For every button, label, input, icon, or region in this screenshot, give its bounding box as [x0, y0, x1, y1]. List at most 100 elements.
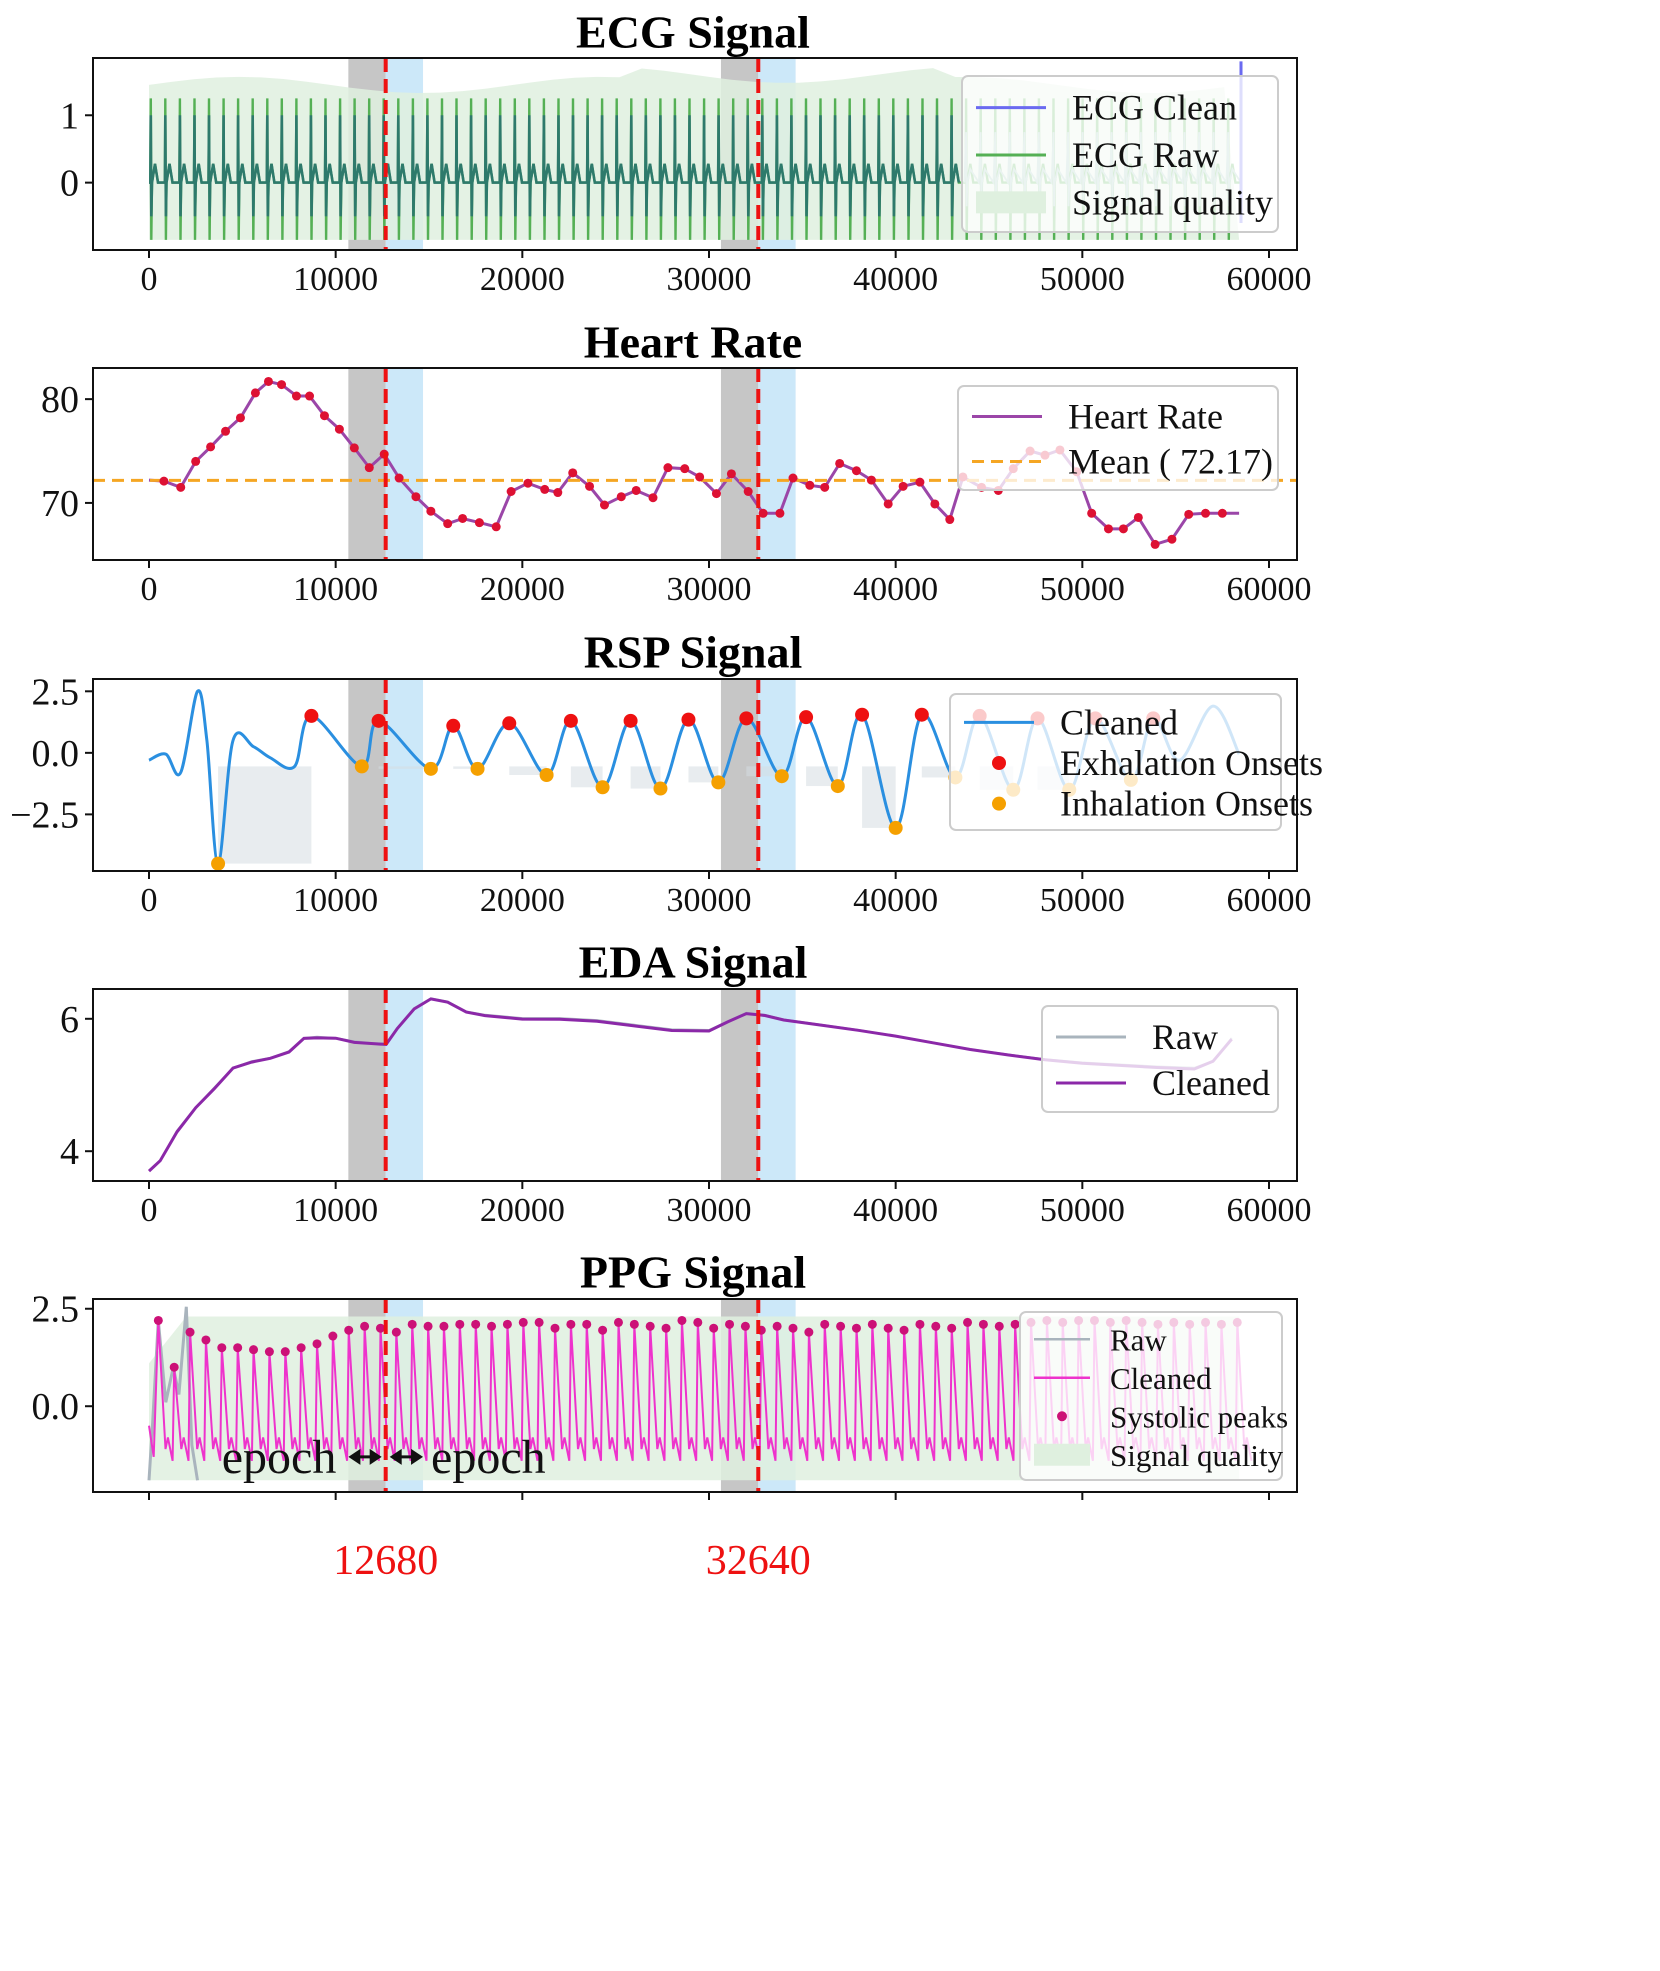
hr-point: [364, 463, 374, 473]
epoch-arrow-head: [389, 1448, 402, 1465]
systolic-peak: [851, 1323, 861, 1333]
systolic-peak: [439, 1321, 449, 1331]
legend-label: ECG Raw: [1072, 135, 1219, 175]
hr-point: [191, 456, 201, 466]
event-label-1: 32640: [706, 1538, 811, 1584]
hr-point: [585, 481, 595, 491]
x-tick-label: 40000: [853, 571, 938, 608]
x-tick-label: 30000: [667, 1192, 752, 1229]
y-tick-label: 70: [41, 483, 79, 525]
legend-label: Raw: [1110, 1322, 1167, 1357]
exhalation-onset: [855, 707, 870, 722]
inhalation-onset: [830, 779, 845, 794]
legend-label: ECG Clean: [1072, 88, 1237, 128]
inhalation-onset: [354, 759, 369, 774]
panel-3: EDA Signal 0 10000 20000 30000 40000 50000 6000…: [60, 937, 1312, 1229]
hr-point: [206, 442, 216, 452]
inhalation-onset: [470, 761, 485, 776]
y-tick-label: 0.0: [32, 733, 80, 775]
y-tick-label: 4: [60, 1131, 79, 1173]
rsp-phase-fill: [218, 766, 312, 864]
legend: Heart Rate Mean ( 72.17): [957, 385, 1279, 491]
legend-label: Cleaned: [1152, 1063, 1270, 1103]
systolic-peak: [550, 1323, 560, 1333]
post-event-window: [385, 989, 424, 1181]
systolic-peak: [978, 1319, 988, 1329]
systolic-peak: [725, 1319, 735, 1329]
eda-cleaned-line: [147, 997, 1233, 1173]
systolic-peak: [233, 1343, 243, 1353]
hr-point: [945, 515, 955, 525]
systolic-peak: [391, 1327, 401, 1337]
systolic-peak: [312, 1339, 322, 1349]
y-tick-label: 80: [41, 379, 79, 421]
axes-frame: [92, 57, 1298, 251]
x-tick-label: 0: [141, 882, 158, 919]
systolic-peak: [1010, 1319, 1020, 1329]
rsp-phase-fill: [509, 766, 547, 775]
hr-point: [176, 482, 186, 492]
systolic-peak: [661, 1323, 671, 1333]
hr-point: [319, 411, 329, 421]
systolic-peak: [677, 1315, 687, 1325]
x-tick-label: 30000: [667, 882, 752, 919]
systolic-peak: [344, 1325, 354, 1335]
pre-event-window: [348, 679, 386, 871]
rsp-phase-fill: [378, 766, 431, 769]
inhalation-onset: [595, 780, 610, 795]
panel-0: ECG Signal 0 10000 20000 30000 40000 50000 6000…: [60, 7, 1312, 298]
legend-box: [957, 385, 1279, 491]
systolic-peak: [963, 1317, 973, 1327]
exhalation-onset: [563, 713, 578, 728]
rsp-phase-fill: [921, 766, 956, 778]
systolic-peak: [328, 1331, 338, 1341]
systolic-peak: [693, 1317, 703, 1327]
hr-point: [726, 469, 736, 479]
hr-point: [1167, 534, 1177, 544]
hr-point: [866, 475, 876, 485]
systolic-peak: [249, 1345, 259, 1355]
exhalation-onset: [304, 708, 319, 723]
exhalation-onset: [446, 718, 461, 733]
systolic-peak: [613, 1317, 623, 1327]
hr-point: [426, 506, 436, 516]
hr-point: [474, 518, 484, 528]
x-tick-label: 40000: [853, 1192, 938, 1229]
systolic-peak: [582, 1319, 592, 1329]
ecg-clean-line: [149, 115, 961, 217]
inhalation-onset: [423, 761, 438, 776]
systolic-peak: [185, 1327, 195, 1337]
systolic-peak: [534, 1317, 544, 1327]
systolic-peak: [899, 1325, 909, 1335]
epoch-arrow-head: [369, 1448, 382, 1465]
x-tick-label: 60000: [1227, 882, 1312, 919]
x-tick-label: 20000: [480, 261, 565, 298]
rsp-phase-fill: [570, 766, 603, 788]
systolic-peak: [471, 1319, 481, 1329]
x-tick-label: 40000: [853, 882, 938, 919]
systolic-peak: [867, 1319, 877, 1329]
rsp-phase-fill: [630, 766, 661, 789]
y-tick-label: 1: [60, 95, 79, 137]
hr-point: [788, 473, 798, 483]
hr-point: [491, 522, 501, 532]
epoch-arrow-head: [348, 1448, 361, 1465]
x-tick-label: 50000: [1040, 882, 1125, 919]
hr-point: [663, 463, 673, 473]
systolic-peak: [502, 1319, 512, 1329]
x-tick-label: 10000: [293, 882, 378, 919]
systolic-peak: [598, 1325, 608, 1335]
legend-label: Systolic peaks: [1110, 1399, 1288, 1434]
hr-point: [394, 473, 404, 483]
inhalation-onset: [539, 768, 554, 782]
systolic-peak: [487, 1321, 497, 1331]
legend-label: Cleaned: [1060, 702, 1178, 742]
inhalation-onset: [711, 775, 726, 790]
x-tick-label: 0: [141, 571, 158, 608]
x-tick-label: 30000: [667, 571, 752, 608]
x-tick-label: 0: [141, 261, 158, 298]
panel-2: RSP Signal 0 10000 20000 30000 40000 50000 6000…: [10, 627, 1323, 919]
